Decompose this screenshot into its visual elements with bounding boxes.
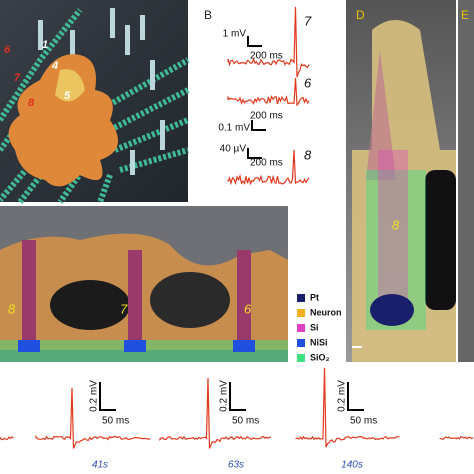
time-label: 41s	[92, 460, 108, 471]
cavity	[425, 170, 456, 310]
trace	[0, 436, 14, 441]
electrode-label: 7	[304, 13, 312, 28]
cavity	[150, 272, 230, 328]
trace	[227, 6, 310, 78]
trace	[35, 387, 151, 449]
cell-label: 1	[42, 39, 48, 51]
legend-label: SiO₂	[310, 352, 330, 362]
legend-swatch	[297, 354, 305, 362]
cell-label: 6	[4, 44, 11, 56]
scale-bar	[229, 382, 246, 411]
scale-x: 200 ms	[250, 158, 283, 169]
scale-bar	[247, 148, 262, 159]
electrode-label: 8	[8, 301, 16, 316]
time-label: 140s	[341, 460, 363, 471]
electrode-label: 8	[392, 217, 400, 232]
neuron	[8, 54, 119, 187]
cell-label: 5	[64, 90, 71, 102]
trace	[227, 149, 310, 186]
nanopillars	[38, 8, 165, 175]
scale-bar	[347, 382, 364, 411]
trace	[439, 435, 474, 440]
electrode-label: 7	[120, 301, 128, 316]
scale-bar	[99, 382, 116, 411]
panel-label: E	[461, 8, 469, 22]
time-label: 63s	[228, 460, 244, 471]
scale-y: 0.2 mV	[219, 380, 230, 412]
trace	[159, 377, 272, 449]
trace	[295, 367, 400, 448]
nanopillar	[366, 50, 396, 180]
electrode-label: 6	[244, 301, 252, 316]
scale-y: 0.2 mV	[89, 380, 100, 412]
si	[378, 150, 408, 300]
cell-label: 8	[28, 97, 35, 109]
legend-label: Pt	[310, 292, 319, 302]
scale-x: 50 ms	[350, 416, 377, 427]
legend-swatch	[297, 309, 305, 317]
legend-swatch	[297, 324, 305, 332]
cavity	[50, 280, 130, 330]
panel-b: B 1 mV 200 ms 7 200 ms 0.1 mV 6 40 µV 20…	[204, 8, 312, 168]
scale-y: 1 mV	[223, 29, 247, 40]
legend-label: Si	[310, 322, 319, 332]
panel-c: 8 7 6	[0, 206, 288, 362]
scale-x: 50 ms	[232, 416, 259, 427]
scale-bar	[352, 346, 362, 348]
scale-y: 0.2 mV	[337, 380, 348, 412]
panel-a: 1 4 6 7 8 5	[0, 0, 190, 204]
legend-label: NiSi	[310, 337, 328, 347]
legend-label: Neuron	[310, 307, 342, 317]
nanopillars	[18, 240, 255, 352]
legend-swatch	[297, 339, 305, 347]
cell-label: 7	[14, 72, 21, 84]
panel-d: D 8 E	[346, 0, 474, 362]
trace	[227, 77, 310, 107]
legend-swatch	[297, 294, 305, 302]
scale-bar	[251, 120, 266, 131]
legend: Pt Neuron Si NiSi SiO₂	[297, 292, 342, 362]
scale-x: 50 ms	[102, 416, 129, 427]
scale-x: 200 ms	[250, 111, 283, 122]
cell-label: 4	[51, 60, 58, 72]
scale-bar	[247, 36, 262, 47]
scale-y: 0.1 mV	[218, 123, 250, 134]
panel-e-image	[458, 0, 474, 362]
pt	[370, 294, 414, 326]
panel-label: D	[356, 8, 365, 22]
scale-y: 40 µV	[220, 144, 247, 155]
electrode-label: 6	[304, 75, 312, 90]
scale-x: 200 ms	[250, 51, 283, 62]
neuron-body	[55, 69, 85, 102]
panel-label: B	[204, 8, 212, 22]
electrode-label: 8	[304, 147, 312, 162]
